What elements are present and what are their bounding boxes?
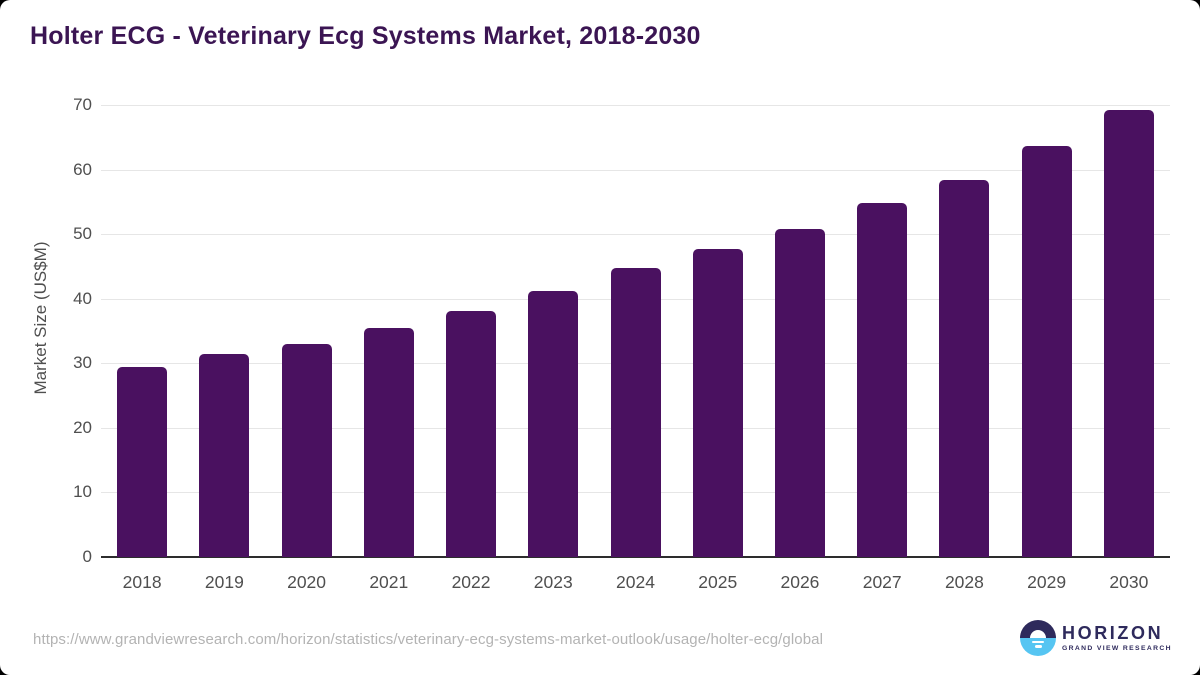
y-tick-50: 50 [73, 224, 92, 244]
logo-name: HORIZON [1062, 623, 1164, 643]
gridline-50 [101, 234, 1170, 236]
horizon-logo: HORIZON GRAND VIEW RESEARCH [1020, 620, 1180, 665]
logo-sun-hole [1030, 630, 1046, 638]
y-tick-10: 10 [73, 482, 92, 502]
logo-sea-bottom [1020, 638, 1056, 656]
bar-2028 [939, 179, 990, 557]
y-tick-70: 70 [73, 95, 92, 114]
bar-2024 [610, 268, 661, 557]
logo-reflection-dash [1032, 640, 1044, 643]
bar-2026 [774, 228, 825, 557]
logo-sun-top [1020, 620, 1056, 638]
x-tick-2023: 2023 [533, 572, 573, 592]
y-tick-40: 40 [73, 288, 92, 308]
x-tick-2024: 2024 [616, 572, 655, 592]
y-tick-60: 60 [73, 159, 92, 179]
horizon-logo-icon [1020, 620, 1056, 656]
x-tick-2030: 2030 [1109, 572, 1149, 592]
x-tick-2028: 2028 [944, 572, 984, 592]
y-tick-0: 0 [82, 547, 92, 566]
y-tick-30: 30 [73, 353, 92, 373]
bar-2025 [692, 249, 743, 557]
y-tick-20: 20 [73, 417, 92, 437]
bar-2027 [857, 203, 908, 557]
x-axis-line [101, 556, 1170, 558]
footer: https://www.grandviewresearch.com/horizo… [0, 610, 1200, 675]
gridline-70 [101, 105, 1170, 106]
x-tick-2019: 2019 [204, 572, 244, 592]
bar-2022 [446, 310, 497, 557]
bar-2030 [1103, 110, 1154, 557]
bar-chart: Market Size (US$M) 0 10 20 30 40 50 60 70 2018 20… [31, 95, 1170, 592]
bar-2021 [363, 328, 414, 557]
x-tick-2021: 2021 [369, 572, 409, 592]
chart-title: Holter ECG - Veterinary Ecg Systems Mark… [30, 22, 701, 50]
x-tick-2027: 2027 [862, 572, 902, 592]
logo-subtitle: GRAND VIEW RESEARCH [1062, 645, 1172, 652]
bar-2023 [528, 290, 579, 557]
logo-text: HORIZON GRAND VIEW RESEARCH [1062, 623, 1172, 652]
bar-2019 [199, 354, 250, 557]
source-url: https://www.grandviewresearch.com/horizo… [33, 631, 824, 648]
x-tick-2020: 2020 [287, 572, 327, 592]
gridline-60 [101, 169, 1170, 171]
x-tick-2029: 2029 [1027, 572, 1067, 592]
x-tick-2022: 2022 [451, 572, 491, 592]
x-tick-2018: 2018 [122, 572, 162, 592]
x-tick-2026: 2026 [780, 572, 820, 592]
bar-2018 [117, 367, 168, 557]
plot-area [101, 105, 1170, 558]
bar-2029 [1021, 146, 1072, 557]
x-tick-2025: 2025 [698, 572, 738, 592]
bar-2020 [281, 343, 332, 557]
logo-reflection-dash [1034, 645, 1042, 648]
